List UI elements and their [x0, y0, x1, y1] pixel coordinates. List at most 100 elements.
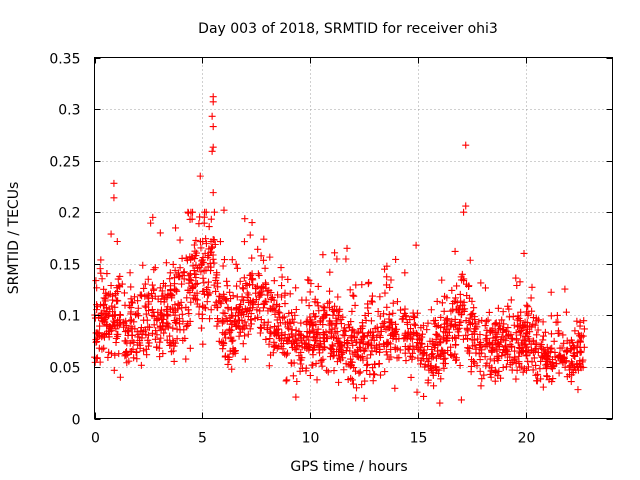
data-point	[145, 307, 153, 315]
data-point	[382, 348, 390, 356]
data-point	[391, 328, 399, 336]
data-point	[548, 344, 556, 352]
data-point	[110, 194, 118, 202]
data-point	[333, 328, 341, 336]
data-point	[380, 322, 388, 330]
data-point	[368, 298, 376, 306]
data-point	[550, 337, 558, 345]
data-point	[274, 329, 282, 337]
data-point	[377, 323, 385, 331]
data-point	[359, 333, 367, 341]
data-point	[508, 342, 516, 350]
data-point	[349, 380, 357, 388]
data-point	[496, 320, 504, 328]
data-point	[226, 329, 234, 337]
data-point	[463, 292, 471, 300]
data-point	[288, 359, 296, 367]
data-point	[512, 335, 520, 343]
data-point	[207, 306, 215, 314]
data-point	[570, 344, 578, 352]
data-point	[433, 297, 441, 305]
data-point	[455, 324, 463, 332]
data-point	[374, 308, 382, 316]
data-point	[204, 291, 212, 299]
x-tick-label: 15	[410, 431, 428, 447]
data-point	[337, 356, 345, 364]
data-point	[246, 325, 254, 333]
data-point	[404, 328, 412, 336]
data-point	[492, 319, 500, 327]
data-point	[142, 310, 150, 318]
data-point	[470, 304, 478, 312]
data-point	[241, 318, 249, 326]
data-point	[255, 271, 263, 279]
data-point	[445, 328, 453, 336]
data-point	[104, 353, 112, 361]
data-point	[494, 326, 502, 334]
data-point	[349, 291, 357, 299]
data-point	[213, 315, 221, 323]
data-point	[236, 328, 244, 336]
data-point	[464, 335, 472, 343]
data-point	[389, 324, 397, 332]
data-point	[503, 357, 511, 365]
data-point	[287, 339, 295, 347]
data-point	[252, 289, 260, 297]
data-point	[223, 282, 231, 290]
data-point	[478, 346, 486, 354]
data-point	[353, 353, 361, 361]
data-point	[347, 355, 355, 363]
data-point	[198, 260, 206, 268]
data-point	[293, 342, 301, 350]
data-point	[138, 292, 146, 300]
data-point	[462, 317, 470, 325]
data-point	[475, 318, 483, 326]
data-point	[440, 307, 448, 315]
data-point	[493, 333, 501, 341]
data-point	[511, 354, 519, 362]
data-point	[417, 324, 425, 332]
data-point	[573, 342, 581, 350]
data-point	[130, 354, 138, 362]
data-point	[312, 320, 320, 328]
data-point	[208, 112, 216, 120]
data-point	[568, 371, 576, 379]
data-point	[132, 348, 140, 356]
data-point	[213, 322, 221, 330]
data-point	[248, 219, 256, 227]
data-point	[385, 355, 393, 363]
data-point	[285, 325, 293, 333]
data-point	[256, 329, 264, 337]
data-point	[327, 349, 335, 357]
data-point	[217, 300, 225, 308]
data-point	[100, 285, 108, 293]
data-point	[242, 322, 250, 330]
data-point	[418, 339, 426, 347]
data-point	[464, 327, 472, 335]
data-point	[466, 314, 474, 322]
data-point	[277, 336, 285, 344]
data-point	[576, 322, 584, 330]
data-point	[137, 324, 145, 332]
data-point	[197, 261, 205, 269]
data-point	[529, 337, 537, 345]
data-point	[195, 310, 203, 318]
data-point	[457, 318, 465, 326]
data-point	[376, 371, 384, 379]
data-point	[414, 354, 422, 362]
data-point	[375, 341, 383, 349]
data-point	[356, 325, 364, 333]
data-point	[267, 289, 275, 297]
data-point	[287, 330, 295, 338]
data-point	[148, 290, 156, 298]
data-point	[520, 249, 528, 257]
data-point	[197, 324, 205, 332]
data-point	[193, 289, 201, 297]
data-point	[352, 394, 360, 402]
data-point	[476, 367, 484, 375]
data-point	[279, 314, 287, 322]
data-point	[168, 292, 176, 300]
data-point	[183, 294, 191, 302]
data-point	[292, 393, 300, 401]
data-point	[195, 303, 203, 311]
